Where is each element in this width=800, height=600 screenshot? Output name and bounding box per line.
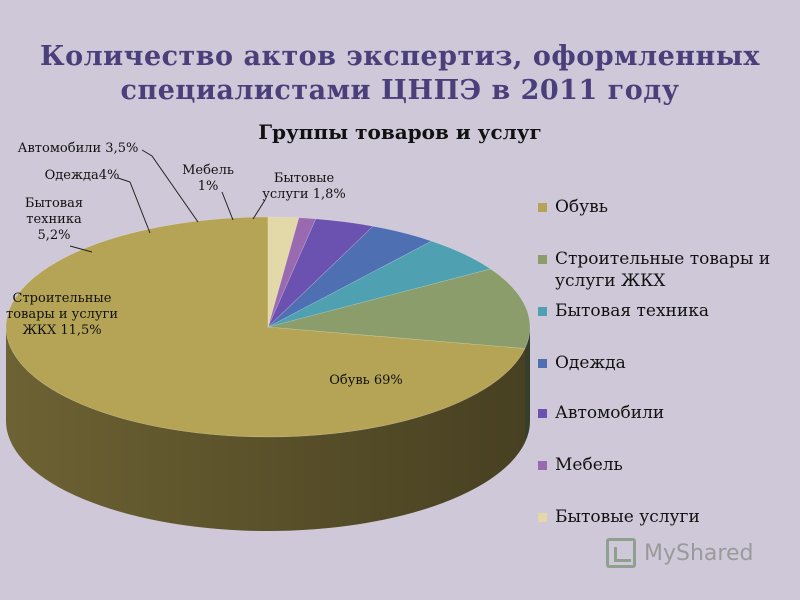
leader-line-avtomobili: [141, 149, 199, 223]
pie-slice-bytovye-uslugi: [267, 216, 300, 328]
data-label-stroitelnye: Строительные товары и услуги ЖКХ 11,5%: [6, 291, 118, 338]
legend-item-odezhda: Одежда: [538, 352, 785, 374]
legend-item-stroitelnye: Строительные товары и услуги ЖКХ: [538, 248, 785, 292]
legend-item-avtomobili: Автомобили: [538, 402, 785, 424]
chart-title: Группы товаров и услуг: [258, 120, 542, 144]
legend-item-bytovaya-tekhnika: Бытовая техника: [538, 300, 785, 322]
legend-swatch: [538, 513, 547, 522]
data-label-bytovye-uslugi: Бытовые услуги 1,8%: [262, 171, 345, 202]
pie-side-shading: [6, 327, 530, 531]
legend-label: Строительные товары и услуги ЖКХ: [555, 249, 771, 291]
pie-slice-bytovaya-tekhnika: [267, 240, 492, 328]
legend-swatch: [538, 307, 547, 316]
legend-swatch: [538, 359, 547, 368]
pie-slice-avtomobili: [267, 218, 374, 328]
data-label-obuv: Обувь 69%: [329, 373, 403, 388]
legend-label: Мебель: [555, 455, 623, 475]
legend-item-obuv: Обувь: [538, 196, 785, 218]
myshared-logo-icon: [606, 538, 636, 568]
leader-line-bytovye-uslugi: [252, 199, 266, 220]
legend-swatch: [538, 255, 547, 264]
legend-swatch: [538, 409, 547, 418]
legend-label: Обувь: [555, 197, 609, 217]
watermark: MyShared: [606, 538, 753, 568]
pie-slice-stroitelnye: [267, 268, 531, 349]
watermark-text: MyShared: [644, 540, 754, 566]
leader-line-odezhda: [117, 177, 151, 234]
legend-item-mebel: Мебель: [538, 454, 785, 476]
legend-swatch: [538, 203, 547, 212]
data-label-mebel: Мебель 1%: [182, 163, 234, 194]
pie-slice-obuv: [5, 216, 526, 438]
data-label-odezhda: Одежда4%: [45, 168, 120, 183]
legend-item-bytovye-uslugi: Бытовые услуги: [538, 506, 785, 528]
pie-slice-mebel: [267, 217, 317, 328]
legend-swatch: [538, 461, 547, 470]
leader-line-bytovaya-tekhnika: [69, 245, 93, 253]
data-label-bytovaya-tekhnika: Бытовая техника 5,2%: [25, 196, 83, 243]
slide-title: Количество актов экспертиз, оформленных …: [40, 41, 760, 106]
pie-slice-odezhda: [267, 225, 433, 328]
leader-line-mebel: [221, 191, 234, 221]
data-label-avtomobili: Автомобили 3,5%: [18, 141, 139, 156]
legend-label: Бытовые услуги: [555, 507, 700, 527]
legend-label: Бытовая техника: [555, 301, 709, 321]
legend-label: Автомобили: [555, 403, 665, 423]
legend-label: Одежда: [555, 353, 626, 373]
